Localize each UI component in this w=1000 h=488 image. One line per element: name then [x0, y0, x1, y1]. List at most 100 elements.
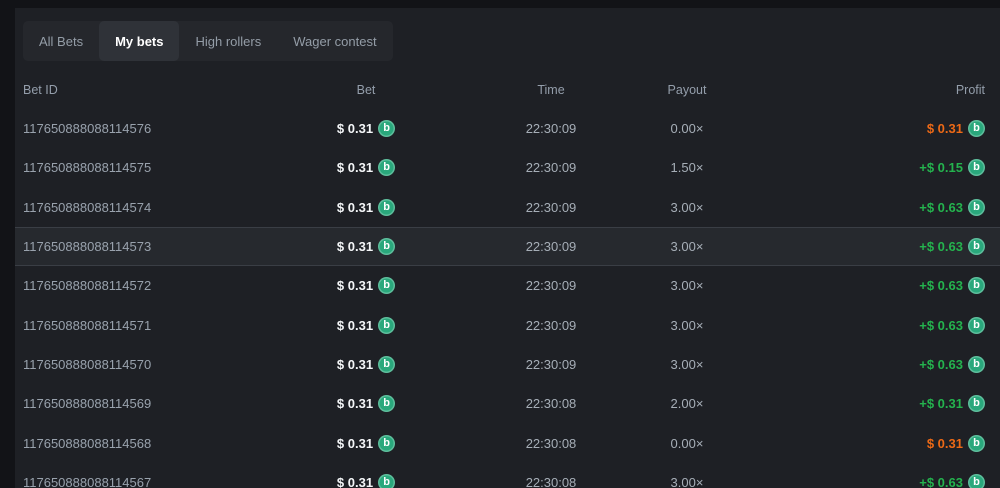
profit-amount: +$ 0.63 — [919, 317, 963, 333]
profit-cell: $ 0.31 b — [926, 434, 985, 452]
bet-id-cell: 117650888088114576 — [23, 121, 152, 137]
profit-cell: +$ 0.63 b — [919, 198, 985, 216]
profit-amount: +$ 0.63 — [919, 356, 963, 372]
time-cell: 22:30:09 — [525, 317, 577, 333]
coin-icon: b — [378, 238, 396, 256]
bet-amount: $ 0.31 — [336, 121, 374, 137]
bet-amount: $ 0.31 — [336, 317, 374, 333]
time-cell: 22:30:09 — [525, 121, 577, 137]
header-time: Time — [537, 83, 565, 97]
profit-amount: +$ 0.63 — [919, 239, 963, 255]
profit-cell: +$ 0.63 b — [919, 473, 985, 488]
table-row[interactable]: 117650888088114567 $ 0.31 b 22:30:08 3.0… — [15, 463, 1000, 488]
bet-amount: $ 0.31 — [336, 160, 374, 176]
coin-icon: b — [968, 277, 985, 295]
bet-cell: $ 0.31 b — [336, 238, 396, 256]
bet-cell: $ 0.31 b — [336, 395, 396, 413]
bets-panel: All Bets My bets High rollers Wager cont… — [15, 8, 1000, 488]
tab-all-bets[interactable]: All Bets — [23, 21, 99, 61]
bet-amount: $ 0.31 — [336, 474, 374, 488]
bet-id-cell: 117650888088114574 — [23, 199, 152, 215]
time-cell: 22:30:09 — [525, 239, 577, 255]
table-row[interactable]: 117650888088114572 $ 0.31 b 22:30:09 3.0… — [15, 266, 1000, 305]
time-cell: 22:30:09 — [525, 356, 577, 372]
coin-icon: b — [378, 473, 396, 488]
coin-icon: b — [968, 159, 985, 177]
coin-icon: b — [378, 434, 396, 452]
profit-amount: +$ 0.63 — [919, 199, 963, 215]
time-cell: 22:30:08 — [525, 474, 577, 488]
coin-icon: b — [968, 434, 985, 452]
time-cell: 22:30:09 — [525, 278, 577, 294]
profit-cell: +$ 0.63 b — [919, 316, 985, 334]
payout-cell: 0.00× — [670, 121, 704, 137]
tab-wager-contest[interactable]: Wager contest — [277, 21, 392, 61]
table-row[interactable]: 117650888088114576 $ 0.31 b 22:30:09 0.0… — [15, 109, 1000, 148]
bet-cell: $ 0.31 b — [337, 434, 396, 452]
profit-amount: +$ 0.63 — [919, 474, 963, 488]
bet-amount: $ 0.31 — [336, 356, 374, 372]
profit-amount: $ 0.31 — [926, 435, 963, 451]
time-cell: 22:30:08 — [525, 435, 577, 451]
tab-high-rollers[interactable]: High rollers — [179, 21, 277, 61]
table-row[interactable]: 117650888088114574 $ 0.31 b 22:30:09 3.0… — [15, 188, 1000, 227]
time-cell: 22:30:09 — [525, 160, 577, 176]
tab-my-bets[interactable]: My bets — [99, 21, 180, 61]
bet-id-cell: 117650888088114569 — [23, 396, 152, 412]
profit-cell: +$ 0.15 b — [919, 159, 985, 177]
payout-cell: 2.00× — [670, 396, 704, 412]
coin-icon: b — [968, 238, 985, 256]
profit-amount: +$ 0.63 — [919, 278, 963, 294]
header-bet-id: Bet ID — [23, 83, 58, 97]
coin-icon: b — [378, 355, 396, 373]
time-cell: 22:30:09 — [525, 199, 577, 215]
payout-cell: 3.00× — [670, 239, 704, 255]
coin-icon: b — [378, 120, 396, 138]
table-row[interactable]: 117650888088114569 $ 0.31 b 22:30:08 2.0… — [15, 384, 1000, 423]
payout-cell: 3.00× — [670, 317, 704, 333]
profit-cell: +$ 0.63 b — [919, 238, 985, 256]
profit-cell: +$ 0.31 b — [919, 395, 985, 413]
payout-cell: 3.00× — [670, 278, 704, 294]
bet-amount: $ 0.31 — [336, 396, 374, 412]
bet-id-cell: 117650888088114568 — [23, 435, 152, 451]
coin-icon: b — [968, 355, 985, 373]
coin-icon: b — [968, 473, 985, 488]
table-row[interactable]: 117650888088114568 $ 0.31 b 22:30:08 0.0… — [15, 423, 1000, 462]
payout-cell: 3.00× — [670, 474, 704, 488]
profit-cell: +$ 0.63 b — [919, 355, 985, 373]
bet-cell: $ 0.31 b — [337, 277, 396, 295]
bet-cell: $ 0.31 b — [336, 473, 396, 488]
bet-id-cell: 117650888088114572 — [23, 278, 152, 294]
table-row[interactable]: 117650888088114575 $ 0.31 b 22:30:09 1.5… — [15, 148, 1000, 187]
table-row[interactable]: 117650888088114571 $ 0.31 b 22:30:09 3.0… — [15, 305, 1000, 344]
bet-cell: $ 0.31 b — [337, 198, 396, 216]
table-row[interactable]: 117650888088114570 $ 0.31 b 22:30:09 3.0… — [15, 345, 1000, 384]
coin-icon: b — [378, 316, 396, 334]
coin-icon: b — [968, 198, 985, 216]
coin-icon: b — [378, 395, 396, 413]
profit-cell: +$ 0.63 b — [919, 277, 985, 295]
profit-amount: +$ 0.31 — [919, 396, 963, 412]
profit-amount: +$ 0.15 — [919, 160, 963, 176]
bet-id-cell: 117650888088114575 — [23, 160, 152, 176]
bet-cell: $ 0.31 b — [336, 316, 396, 334]
profit-amount: $ 0.31 — [926, 121, 963, 137]
bets-tabbar: All Bets My bets High rollers Wager cont… — [23, 21, 393, 61]
bet-id-cell: 117650888088114567 — [23, 474, 152, 488]
table-row[interactable]: 117650888088114573 $ 0.31 b 22:30:09 3.0… — [15, 226, 1000, 267]
payout-cell: 3.00× — [670, 356, 704, 372]
coin-icon: b — [968, 316, 985, 334]
bet-cell: $ 0.31 b — [336, 159, 396, 177]
payout-cell: 1.50× — [670, 160, 704, 176]
coin-icon: b — [378, 159, 396, 177]
bet-amount: $ 0.31 — [336, 239, 374, 255]
profit-cell: $ 0.31 b — [926, 120, 985, 138]
coin-icon: b — [968, 120, 985, 138]
bet-cell: $ 0.31 b — [336, 120, 396, 138]
bet-id-cell: 117650888088114570 — [23, 356, 152, 372]
payout-cell: 0.00× — [670, 435, 704, 451]
coin-icon: b — [378, 198, 396, 216]
payout-cell: 3.00× — [670, 199, 704, 215]
